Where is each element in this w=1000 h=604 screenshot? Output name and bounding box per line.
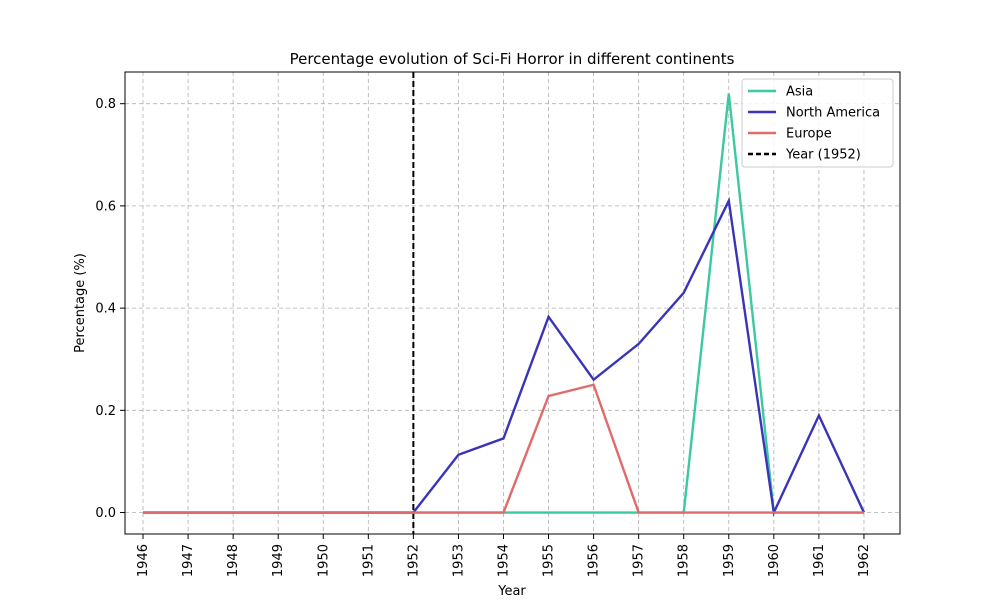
x-tick-label: 1960 (767, 544, 782, 577)
y-tick-label: 0.6 (95, 199, 116, 214)
legend-box (741, 78, 894, 168)
y-tick-label: 0.8 (95, 97, 116, 112)
y-tick-label: 0.2 (95, 404, 116, 419)
x-tick-label: 1962 (857, 544, 872, 577)
legend-label: Year (1952) (785, 148, 861, 163)
y-axis-label: Percentage (%) (73, 253, 88, 353)
x-axis-ticks: 1946 1947 1948 1949 1950 1951 1952 1953 1954 1955… (136, 534, 872, 577)
x-axis-label: Year (497, 584, 526, 599)
x-tick-label: 1947 (181, 544, 196, 577)
legend-label: Europe (786, 127, 832, 142)
x-tick-label: 1952 (406, 544, 421, 577)
series-line-europe (143, 383, 864, 514)
series-layer (143, 93, 866, 517)
y-tick-label: 0.4 (95, 302, 116, 317)
x-tick-label: 1946 (136, 544, 151, 577)
chart-title: Percentage evolution of Sci-Fi Horror in… (290, 50, 735, 68)
x-tick-label: 1949 (271, 544, 286, 577)
x-tick-label: 1955 (542, 544, 557, 577)
x-tick-label: 1953 (451, 544, 466, 577)
legend: Asia North America Europe Year (1952) (741, 78, 894, 168)
y-tick-label: 0.0 (95, 506, 116, 521)
y-axis-ticks: 0.0 0.2 0.4 0.6 0.8 (95, 97, 125, 521)
x-tick-label: 1954 (496, 544, 511, 577)
x-tick-label: 1956 (587, 544, 602, 577)
legend-label: North America (786, 106, 880, 121)
legend-label: Asia (786, 85, 813, 100)
x-tick-label: 1961 (812, 544, 827, 577)
x-tick-label: 1948 (226, 544, 241, 577)
x-tick-label: 1950 (316, 544, 331, 577)
x-tick-label: 1957 (632, 544, 647, 577)
x-tick-label: 1959 (722, 544, 737, 577)
plot-frame (124, 71, 901, 535)
x-tick-label: 1951 (361, 544, 376, 577)
x-tick-label: 1958 (677, 544, 692, 577)
